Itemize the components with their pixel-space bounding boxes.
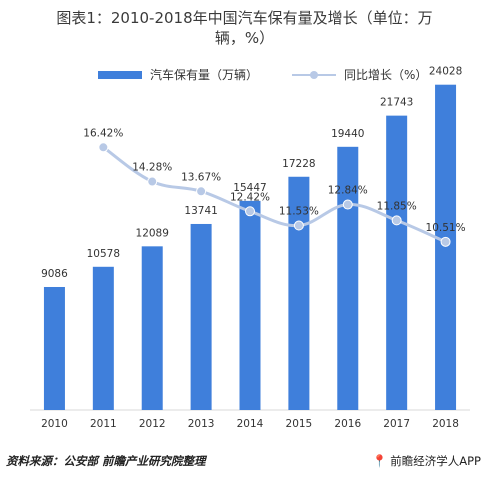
x-tick-label-2017: 2017	[383, 418, 410, 430]
bar-value-label-2018: 24028	[429, 66, 462, 78]
bar-2014	[239, 200, 261, 410]
bar-value-label-2014: 15447	[233, 182, 266, 194]
growth-label-2016: 12.84%	[328, 185, 368, 197]
growth-label-2014: 12.42%	[230, 191, 270, 203]
bar-2011	[92, 266, 114, 410]
x-tick-label-2015: 2015	[286, 418, 313, 430]
legend-line-swatch	[292, 70, 336, 80]
bar-2013	[190, 223, 212, 410]
bar-2010	[43, 286, 65, 410]
growth-point-2015	[293, 220, 304, 231]
source-note: 资料来源：公安部 前瞻产业研究院整理	[6, 454, 206, 468]
x-tick-label-2013: 2013	[188, 418, 215, 430]
bar-value-label-2016: 19440	[331, 128, 364, 140]
bar-value-label-2013: 13741	[184, 205, 217, 217]
growth-label-2013: 13.67%	[181, 171, 221, 183]
x-tick-label-2014: 2014	[237, 418, 264, 430]
bar-2015	[288, 176, 310, 410]
chart-title: 图表1：2010-2018年中国汽车保有量及增长（单位：万 辆，%）	[0, 8, 489, 48]
bar-value-label-2012: 12089	[136, 227, 169, 239]
legend-bar-label: 汽车保有量（万辆）	[150, 68, 259, 82]
bar-2018	[435, 84, 457, 410]
chart-legend: 汽车保有量（万辆） 同比增长（%）	[0, 66, 489, 84]
legend-bar-swatch	[98, 70, 142, 79]
legend-line-label: 同比增长（%）	[344, 68, 428, 82]
x-tick-label-2010: 2010	[41, 418, 68, 430]
growth-point-2013	[196, 186, 207, 197]
growth-point-2012	[147, 176, 158, 187]
legend-item-bar: 汽车保有量（万辆）	[98, 66, 258, 83]
bar-value-label-2017: 21743	[380, 97, 413, 109]
growth-point-2016	[342, 199, 353, 210]
bar-2016	[337, 146, 359, 410]
legend-item-line: 同比增长（%）	[292, 66, 427, 83]
chart-title-line-1: 图表1：2010-2018年中国汽车保有量及增长（单位：万	[56, 9, 433, 27]
x-tick-label-2012: 2012	[139, 418, 166, 430]
growth-point-2018	[440, 236, 451, 247]
bar-value-label-2011: 10578	[87, 248, 120, 260]
x-tick-label-2011: 2011	[90, 418, 117, 430]
growth-label-2017: 11.85%	[377, 200, 417, 212]
brand-credit: 📍 前瞻经济学人APP	[372, 453, 481, 469]
x-tick-label-2016: 2016	[334, 418, 361, 430]
brand-name: 前瞻经济学人APP	[390, 454, 481, 468]
growth-label-2011: 16.42%	[83, 127, 123, 139]
growth-label-2012: 14.28%	[132, 162, 172, 174]
bar-2017	[386, 115, 408, 410]
bar-2012	[141, 246, 163, 410]
growth-label-2015: 11.53%	[279, 206, 319, 218]
location-pin-icon: 📍	[372, 454, 388, 468]
bar-value-label-2010: 9086	[41, 268, 68, 280]
chart-title-line-2: 辆，%）	[214, 29, 275, 47]
growth-point-2014	[245, 206, 255, 217]
growth-point-2011	[98, 142, 109, 153]
bar-value-label-2015: 17228	[282, 158, 315, 170]
x-tick-label-2018: 2018	[432, 418, 459, 430]
growth-point-2017	[391, 215, 402, 226]
growth-label-2018: 10.51%	[426, 222, 466, 234]
